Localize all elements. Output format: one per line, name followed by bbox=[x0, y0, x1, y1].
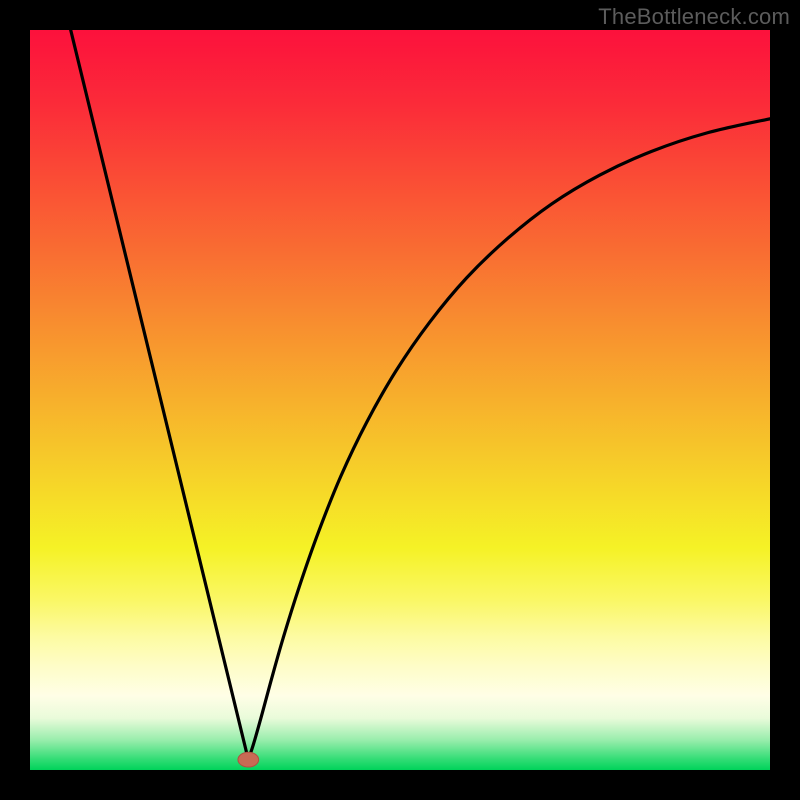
minimum-marker bbox=[238, 752, 259, 767]
watermark-text: TheBottleneck.com bbox=[598, 4, 790, 30]
chart-frame: TheBottleneck.com bbox=[0, 0, 800, 800]
bottleneck-curve-chart bbox=[30, 30, 770, 770]
plot-area bbox=[30, 30, 770, 770]
gradient-background bbox=[30, 30, 770, 770]
